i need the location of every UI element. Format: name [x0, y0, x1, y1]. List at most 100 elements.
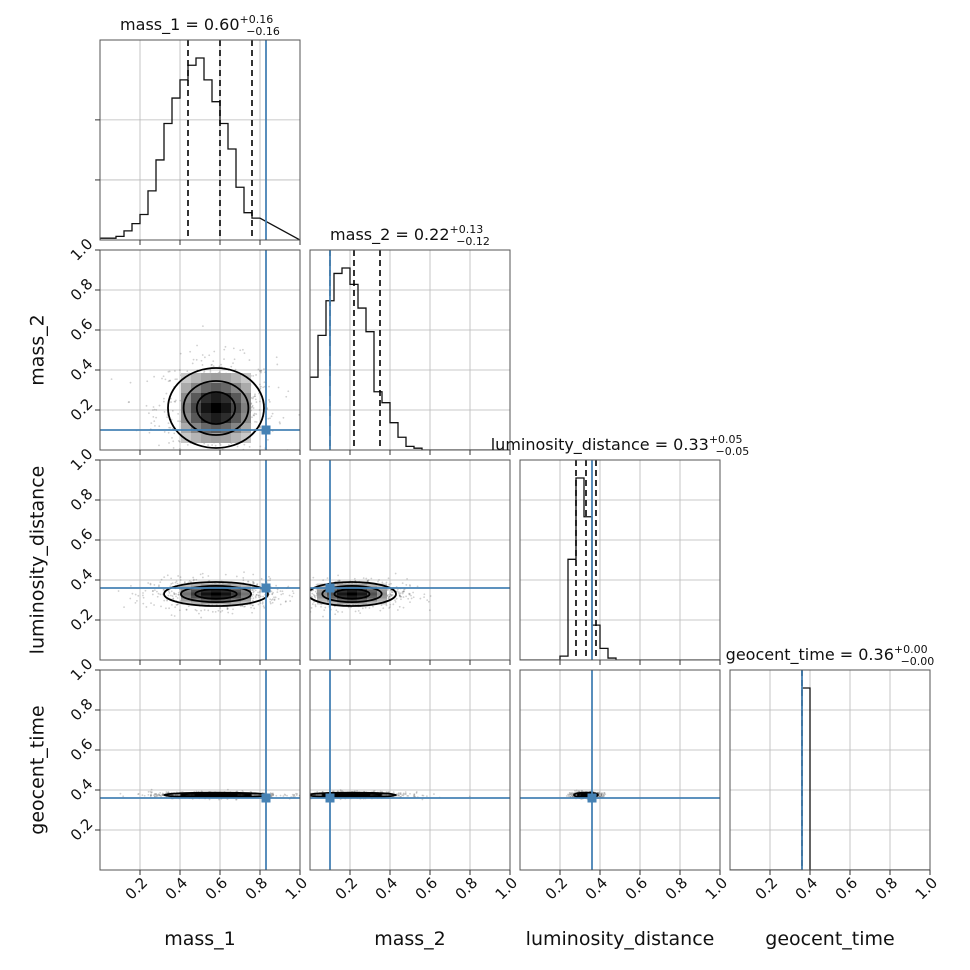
contour-2: [179, 585, 252, 604]
title-main: mass_1 = 0.60: [120, 15, 239, 35]
x-tick-label: 0.4: [792, 874, 822, 904]
title-upper-error: +0.13: [450, 223, 484, 236]
panel-content: [520, 670, 720, 870]
panel-content: [310, 460, 510, 660]
y-tick-label: 1.0: [67, 655, 97, 685]
contour-1: [163, 581, 269, 607]
title-upper-error: +0.05: [709, 433, 743, 446]
tick-marks: [349, 660, 511, 665]
grid-lines: [100, 460, 300, 660]
grid-lines: [100, 40, 300, 240]
title-lower-error: −0.12: [456, 235, 490, 248]
tick-marks: [349, 450, 511, 455]
x-axis-title-geocent_time: geocent_time: [765, 928, 894, 950]
tick-marks: [95, 119, 301, 245]
panel-luminosity_distance-luminosity_distance: luminosity_distance = 0.33+0.05 −0.05: [491, 433, 750, 665]
x-tick-label: 0.2: [542, 874, 572, 904]
truth-marker: [587, 793, 597, 803]
tick-marks: [559, 660, 721, 665]
panel-frame: [309, 459, 511, 661]
panel-content: [310, 670, 510, 870]
y-tick-label: 0.6: [67, 525, 97, 555]
contour-2: [321, 585, 383, 604]
panel-content: [310, 250, 510, 450]
title-upper-error: +0.00: [894, 643, 928, 656]
grid-lines: [520, 460, 720, 660]
panel-mass_2-mass_2: mass_2 = 0.22+0.13 −0.12: [309, 223, 511, 455]
y-tick-label: 0.6: [67, 735, 97, 765]
title-upper-error: +0.16: [240, 13, 274, 26]
grid-lines: [310, 670, 510, 870]
x-tick-label: 0.8: [662, 874, 692, 904]
title-lower-error: −0.00: [901, 655, 935, 668]
panels: mass_1 = 0.60+0.16 −0.16 0.2 0.4 0.6 0.8 1.0 ma…: [67, 13, 941, 903]
panel-frame: [309, 669, 511, 871]
panel-frame: [99, 249, 301, 451]
tick-marks: [349, 870, 511, 875]
panel-title-mass_2: mass_2 = 0.22+0.13 −0.12: [330, 223, 490, 248]
contour-3: [194, 793, 238, 797]
panel-title-mass_1: mass_1 = 0.60+0.16 −0.16: [120, 13, 280, 38]
contour-3: [195, 391, 237, 425]
y-tick-label: 1.0: [67, 235, 97, 265]
x-tick-label: 0.2: [752, 874, 782, 904]
x-axis-title-mass_1: mass_1: [164, 928, 236, 950]
truth-marker: [325, 793, 335, 803]
x-tick-label: 0.8: [872, 874, 902, 904]
panel-content: [100, 670, 300, 870]
grid-lines: [520, 670, 720, 870]
title-lower-error: −0.05: [716, 445, 750, 458]
truth-marker: [325, 583, 335, 593]
x-tick-label: 0.6: [202, 874, 232, 904]
contour-3: [194, 588, 238, 600]
x-tick-label: 0.2: [122, 874, 152, 904]
y-tick-label: 1.0: [67, 445, 97, 475]
panel-geocent_time-mass_2: 0.2 0.4 0.6 0.8 1.0: [309, 669, 521, 904]
contour-3: [333, 588, 371, 600]
grid-lines: [310, 250, 510, 450]
panel-content: [100, 460, 300, 660]
grid-lines: [310, 460, 510, 660]
x-tick-label: 1.0: [282, 874, 312, 904]
x-tick-label: 0.2: [332, 874, 362, 904]
y-axis-title-geocent_time: geocent_time: [27, 705, 49, 834]
tick-marks: [95, 459, 301, 665]
tick-marks: [559, 870, 721, 875]
axis-titles: mass_1 mass_2 luminosity_distance geocent_t…: [27, 314, 895, 950]
y-axis-title-luminosity_distance: luminosity_distance: [27, 466, 49, 655]
panel-mass_2-mass_1: 0.2 0.4 0.6 0.8 1.0: [67, 235, 301, 455]
panel-frame: [519, 459, 721, 661]
y-tick-label: 0.8: [67, 485, 97, 515]
panel-luminosity_distance-mass_2: [309, 459, 511, 665]
panel-geocent_time-geocent_time: geocent_time = 0.36+0.00 −0.00 0.2 0.4 0.6 0.…: [726, 643, 942, 903]
title-main: luminosity_distance = 0.33: [491, 435, 709, 455]
panel-frame: [99, 39, 301, 241]
x-tick-label: 1.0: [912, 874, 942, 904]
panel-frame: [729, 669, 931, 871]
panel-mass_1-mass_1: mass_1 = 0.60+0.16 −0.16: [95, 13, 301, 245]
panel-frame: [519, 669, 721, 871]
panel-geocent_time-luminosity_distance: 0.2 0.4 0.6 0.8 1.0: [519, 669, 732, 904]
x-tick-label: 0.8: [452, 874, 482, 904]
y-tick-label: 0.6: [67, 315, 97, 345]
y-tick-label: 0.4: [67, 775, 97, 805]
y-tick-label: 0.2: [67, 815, 97, 845]
panel-title-luminosity_distance: luminosity_distance = 0.33+0.05 −0.05: [491, 433, 750, 458]
title-lower-error: −0.16: [246, 25, 280, 38]
panel-frame: [99, 459, 301, 661]
x-tick-label: 0.6: [412, 874, 442, 904]
truth-marker: [261, 793, 271, 803]
panel-frame: [99, 669, 301, 871]
panel-title-geocent_time: geocent_time = 0.36+0.00 −0.00: [726, 643, 935, 668]
histogram-luminosity_distance: [520, 477, 720, 660]
panel-content: [730, 670, 930, 870]
x-axis-title-luminosity_distance: luminosity_distance: [526, 928, 715, 950]
x-tick-label: 1.0: [702, 874, 732, 904]
x-tick-label: 0.4: [372, 874, 402, 904]
title-main: geocent_time = 0.36: [726, 645, 894, 665]
density-cells: [181, 373, 251, 443]
panel-frame: [309, 249, 511, 451]
panel-content: [100, 250, 300, 450]
y-axis-title-mass_2: mass_2: [27, 314, 49, 386]
x-tick-label: 0.6: [832, 874, 862, 904]
